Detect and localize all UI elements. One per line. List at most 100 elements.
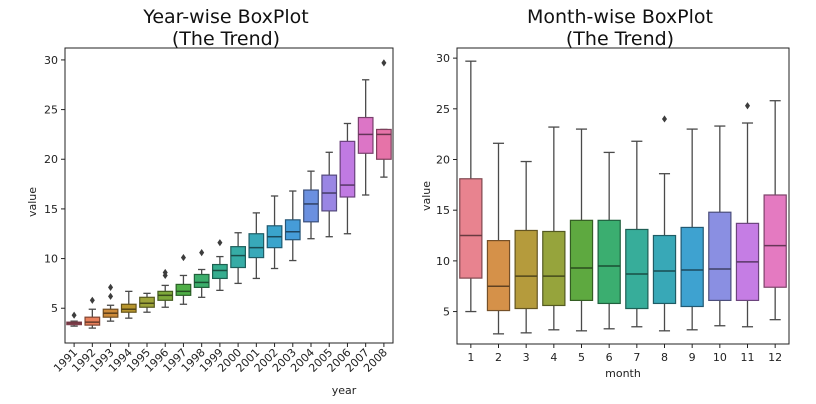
x-tick-label: 1 — [467, 351, 474, 364]
box-body — [597, 219, 621, 305]
box-body — [284, 219, 301, 241]
box-1993 — [102, 283, 119, 322]
box-2 — [486, 142, 511, 335]
box-2004 — [303, 170, 319, 240]
plot-frame — [64, 47, 394, 344]
y-tick-label: 5 — [443, 306, 450, 319]
chart-title-line2: (The Trend) — [172, 28, 280, 50]
box-body — [459, 178, 483, 279]
x-tick-label: 2 — [495, 351, 502, 364]
outlier-point — [217, 239, 223, 247]
box-5 — [569, 128, 594, 332]
plot-frame — [456, 47, 790, 345]
month-wise-boxplot: Month-wise BoxPlot (The Trend) month val… — [420, 6, 790, 380]
box-body — [212, 263, 228, 280]
chart-title-line1: Month-wise BoxPlot — [527, 6, 713, 28]
box-body — [120, 303, 137, 313]
y-tick-label: 30 — [44, 54, 58, 67]
x-tick-label: 7 — [633, 351, 640, 364]
outlier-point — [199, 249, 205, 257]
y-tick-label: 15 — [436, 204, 450, 217]
box-body — [763, 194, 787, 288]
box-10 — [708, 125, 732, 327]
box-1 — [459, 60, 483, 313]
x-tick-label: 8 — [661, 351, 668, 364]
box-body — [193, 273, 210, 288]
box-body — [569, 219, 594, 302]
y-tick-label: 30 — [436, 52, 450, 65]
box-body — [680, 226, 704, 308]
box-3 — [514, 160, 538, 334]
x-tick-label: 10 — [713, 351, 727, 364]
box-1999 — [212, 239, 228, 292]
box-body — [542, 230, 566, 307]
outlier-point — [661, 115, 668, 123]
outlier-point — [162, 268, 168, 277]
box-body — [339, 140, 356, 198]
chart-title-line1: Year-wise BoxPlot — [142, 6, 308, 28]
box-12 — [763, 100, 787, 321]
x-tick-label: 6 — [606, 351, 613, 364]
outlier-point — [381, 59, 387, 67]
box-1998 — [193, 249, 210, 298]
box-7 — [625, 140, 649, 328]
y-tick-label: 15 — [44, 203, 58, 216]
box-11 — [735, 102, 760, 328]
box-1991 — [66, 311, 82, 327]
year-wise-boxplot: Year-wise BoxPlot (The Trend) year value… — [26, 6, 394, 397]
outlier-point — [180, 253, 186, 262]
box-2005 — [321, 151, 338, 238]
x-tick-label: 5 — [578, 351, 585, 364]
box-1997 — [175, 253, 192, 305]
x-tick-label: 3 — [523, 351, 530, 364]
outlier-point — [108, 292, 114, 300]
y-tick-label: 20 — [436, 154, 450, 167]
box-body — [486, 240, 511, 312]
box-body — [357, 116, 374, 154]
box-2001 — [248, 212, 265, 280]
y-tick-label: 10 — [44, 253, 58, 266]
box-1992 — [84, 296, 101, 329]
box-body — [514, 229, 538, 310]
outlier-point — [89, 296, 95, 304]
y-tick-label: 25 — [436, 103, 450, 116]
y-tick-label: 20 — [44, 153, 58, 166]
box-body — [625, 228, 649, 310]
x-tick-label: 11 — [741, 351, 755, 364]
outlier-point — [71, 311, 77, 319]
box-body — [230, 246, 246, 269]
box-body — [652, 234, 677, 305]
box-2008 — [376, 59, 392, 178]
y-tick-label: 25 — [44, 104, 58, 117]
y-axis-label: value — [420, 181, 433, 211]
chart-title-line2: (The Trend) — [566, 28, 674, 50]
x-axis-label: year — [332, 384, 357, 397]
outlier-point — [744, 102, 751, 110]
box-1996 — [157, 268, 174, 308]
box-2007 — [357, 79, 374, 196]
box-2006 — [339, 122, 356, 235]
box-6 — [597, 151, 621, 330]
outlier-point — [108, 283, 114, 291]
box-body — [708, 211, 732, 302]
box-body — [248, 233, 265, 259]
box-body — [376, 128, 392, 160]
y-axis-label: value — [26, 187, 39, 217]
plot-area: 5101520253019911992199319941995199619971… — [44, 54, 392, 375]
box-4 — [542, 126, 566, 331]
x-tick-label: 4 — [550, 351, 557, 364]
box-body — [303, 189, 319, 223]
box-2000 — [230, 232, 246, 285]
box-9 — [680, 128, 704, 331]
x-tick-label: 9 — [689, 351, 696, 364]
box-8 — [652, 115, 677, 332]
box-body — [139, 296, 155, 308]
box-body — [175, 283, 192, 296]
box-2002 — [266, 195, 283, 270]
y-tick-label: 10 — [436, 255, 450, 268]
y-tick-label: 5 — [51, 302, 58, 315]
box-1994 — [120, 290, 137, 319]
x-axis-label: month — [605, 367, 641, 380]
